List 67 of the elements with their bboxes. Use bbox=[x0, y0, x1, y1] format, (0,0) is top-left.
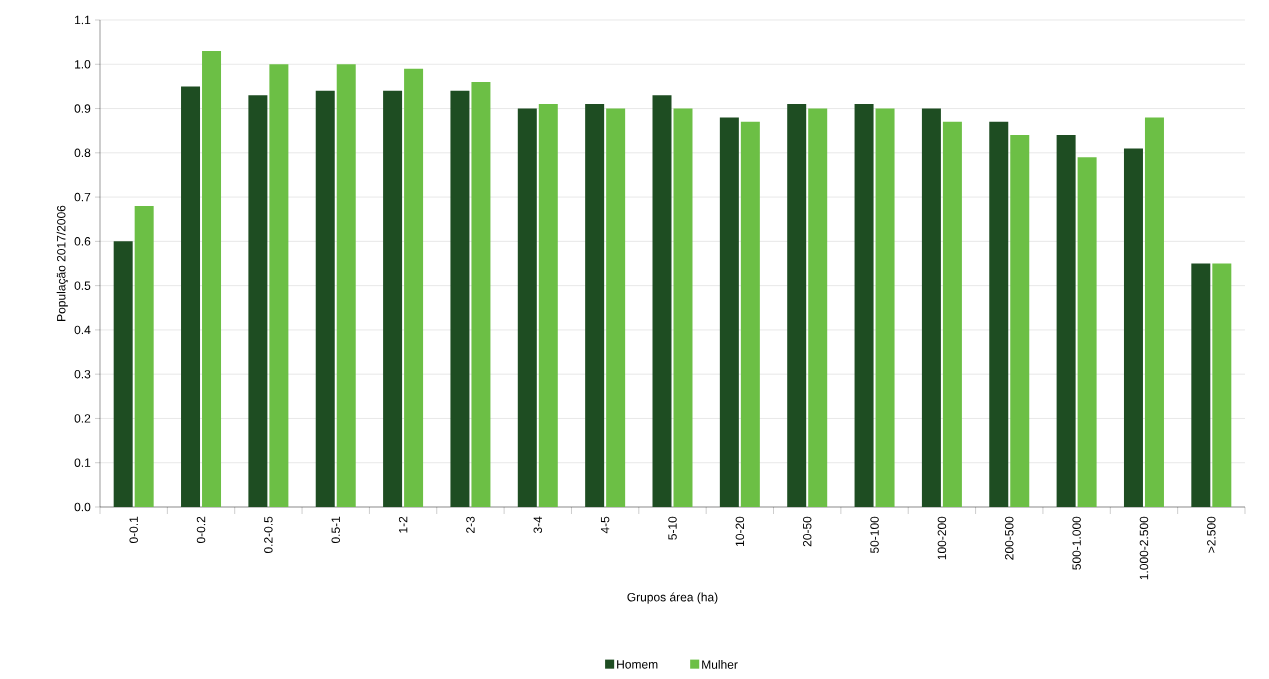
x-tick-label: 0-0.1 bbox=[129, 516, 138, 544]
bar bbox=[383, 90, 403, 507]
x-tick-label: >2.500 bbox=[1207, 516, 1216, 553]
y-tick-label: 0.4 bbox=[74, 325, 91, 335]
bar bbox=[1191, 263, 1211, 507]
bar bbox=[450, 90, 470, 507]
bar bbox=[942, 121, 962, 507]
bar bbox=[1010, 135, 1030, 507]
x-tick-label: 10-20 bbox=[735, 516, 745, 546]
y-tick-label: 0.8 bbox=[74, 148, 91, 158]
x-tick-label: 2-3 bbox=[466, 516, 475, 533]
bar bbox=[1056, 135, 1076, 507]
bar bbox=[181, 86, 201, 507]
bar bbox=[248, 95, 268, 507]
bar bbox=[1123, 148, 1143, 507]
bar bbox=[538, 104, 558, 507]
y-tick-label: 1.0 bbox=[75, 60, 91, 69]
bar bbox=[134, 205, 154, 507]
bar bbox=[315, 90, 335, 507]
bar bbox=[113, 241, 133, 507]
bar bbox=[471, 81, 491, 507]
x-tick-label: 50-100 bbox=[870, 516, 879, 554]
bar bbox=[269, 64, 289, 507]
y-tick-label: 0.3 bbox=[74, 369, 91, 379]
y-tick-label: 0.1 bbox=[74, 458, 91, 467]
bar bbox=[606, 108, 626, 507]
x-tick-label: 4-5 bbox=[600, 516, 610, 534]
bar bbox=[719, 117, 739, 507]
legend-label: Homem bbox=[617, 660, 658, 669]
bar bbox=[787, 104, 807, 507]
bar bbox=[1212, 263, 1232, 507]
y-tick-label: 0.0 bbox=[74, 502, 91, 512]
bar bbox=[336, 64, 356, 507]
x-tick-label: 5-10 bbox=[668, 516, 677, 540]
bar bbox=[808, 108, 828, 507]
bar bbox=[673, 108, 693, 507]
x-tick-label: 3-4 bbox=[533, 516, 543, 534]
y-tick-label: 0.9 bbox=[74, 104, 91, 113]
y-tick-label: 0.7 bbox=[74, 192, 91, 202]
x-tick-label: 1.000-2.500 bbox=[1139, 516, 1149, 580]
x-axis-title: Grupos área (ha) bbox=[627, 592, 718, 604]
bar bbox=[202, 50, 222, 507]
x-tick-label: 100-200 bbox=[937, 516, 947, 560]
bar bbox=[1144, 117, 1164, 507]
bar bbox=[875, 108, 895, 507]
x-tick-label: 20-50 bbox=[802, 516, 812, 547]
bar bbox=[854, 104, 874, 507]
bar bbox=[921, 108, 941, 507]
y-tick-label: 1.1 bbox=[75, 15, 91, 25]
legend-label: Mulher bbox=[702, 660, 738, 669]
x-tick-label: 0.2-0.5 bbox=[264, 516, 273, 554]
bar bbox=[989, 121, 1009, 507]
bar bbox=[404, 68, 424, 507]
x-tick-label: 500-1.000 bbox=[1072, 516, 1081, 570]
x-tick-label: 1-2 bbox=[398, 516, 408, 533]
bar bbox=[1077, 157, 1097, 507]
x-tick-label: 200-500 bbox=[1005, 516, 1014, 560]
bar bbox=[652, 95, 672, 507]
x-tick-label: 0.5-1 bbox=[331, 516, 340, 544]
y-tick-label: 0.6 bbox=[74, 237, 91, 246]
y-axis-title: População 2017/2006 bbox=[56, 205, 68, 321]
y-tick-label: 0.2 bbox=[74, 414, 91, 423]
y-tick-label: 0.5 bbox=[74, 281, 91, 290]
bar bbox=[740, 121, 760, 507]
bar bbox=[517, 108, 537, 507]
bar bbox=[585, 104, 605, 507]
x-tick-label: 0-0.2 bbox=[196, 516, 206, 544]
